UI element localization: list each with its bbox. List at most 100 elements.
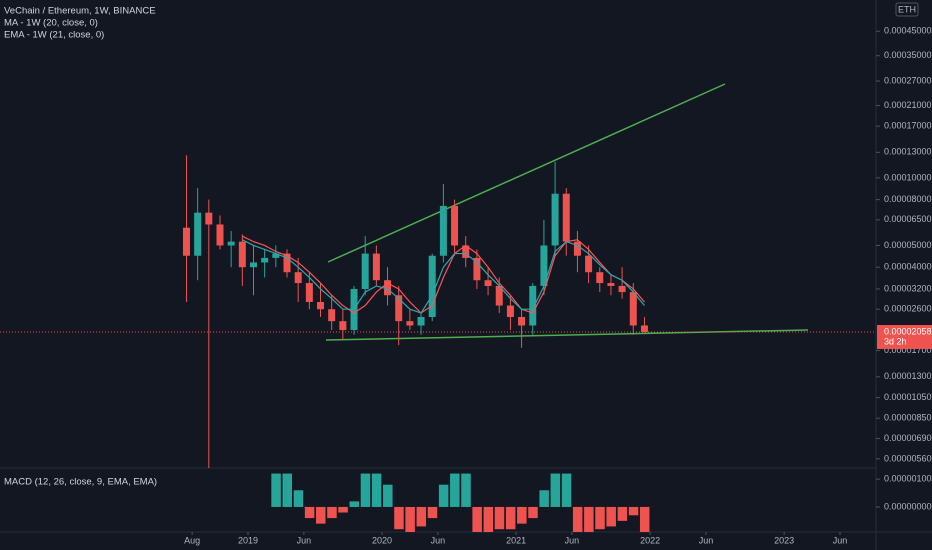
candle-body	[551, 193, 559, 246]
x-tick-label: Aug	[184, 535, 200, 545]
candle-body	[283, 253, 291, 273]
macd-bar	[606, 506, 616, 527]
macd-bar	[271, 473, 281, 507]
macd-bar	[360, 473, 371, 507]
x-tick-label: 2022	[640, 535, 660, 545]
price-box	[877, 324, 932, 349]
candle-body	[361, 253, 369, 289]
macd-bar	[394, 506, 404, 530]
macd-bar	[371, 473, 382, 507]
candle-body	[216, 224, 224, 246]
x-tick-label: 2020	[372, 535, 392, 545]
macd-bar	[383, 484, 393, 507]
candle-body	[227, 241, 235, 246]
y-tick-label: 0.00004000	[884, 262, 932, 272]
candle-body	[428, 255, 436, 318]
candle-body	[439, 205, 447, 256]
currency-box[interactable]	[895, 2, 919, 17]
legend-entry: MA - 1W (20, close, 0)	[4, 18, 98, 29]
candle-body	[238, 241, 246, 268]
macd-bar	[438, 484, 449, 507]
macd-bar	[517, 506, 527, 524]
x-tick-label: Jun	[699, 535, 714, 545]
candle-body	[205, 212, 213, 225]
candle-body	[272, 253, 280, 258]
candle-body	[339, 321, 347, 331]
candle-body	[585, 255, 593, 273]
macd-bar	[450, 473, 460, 507]
macd-bar	[304, 506, 315, 519]
macd-bar	[349, 501, 360, 507]
trend-line[interactable]	[325, 329, 809, 341]
y-tick-label: 0.00027000	[884, 75, 932, 85]
macd-title: MACD (12, 26, close, 9, EMA, EMA)	[4, 477, 157, 488]
macd-bar	[539, 490, 549, 507]
macd-bar	[595, 506, 605, 530]
macd-bar	[316, 506, 326, 524]
candle-body	[417, 317, 425, 326]
candle-body	[540, 245, 548, 286]
candle-body	[484, 280, 492, 286]
indicator-line	[242, 239, 645, 314]
macd-bar	[427, 506, 438, 519]
candle-body	[495, 285, 503, 306]
macd-bar	[461, 473, 471, 507]
candle-body	[182, 227, 190, 256]
y-tick-label: 0.00001700	[884, 345, 932, 355]
y-tick-label: 0.00017000	[884, 121, 932, 131]
trend-line[interactable]	[327, 83, 726, 263]
y-tick-label: 0.00005000	[884, 240, 932, 250]
candle-body	[451, 205, 459, 246]
y-tick-label: 0.00000690	[884, 433, 932, 443]
price-label: 0.00002058	[884, 326, 932, 336]
macd-bar	[494, 506, 505, 530]
candle-body	[473, 257, 481, 281]
y-tick-label: 0.00035000	[884, 50, 932, 60]
macd-bar	[561, 473, 572, 507]
candle-body	[294, 272, 302, 284]
candle-body	[506, 305, 514, 318]
x-tick-label: 2019	[238, 535, 258, 545]
candle-body	[562, 193, 570, 242]
candle-body	[261, 257, 269, 263]
macd-y-tick-label: 0.00000000	[884, 501, 932, 511]
macd-bar	[550, 473, 561, 507]
macd-bar	[639, 506, 650, 532]
candle-body	[573, 241, 581, 256]
y-tick-label: 0.00000850	[884, 413, 932, 423]
macd-bar	[472, 506, 482, 532]
candle-body	[462, 245, 470, 258]
candle-body	[317, 301, 325, 310]
currency: ETH	[898, 4, 916, 14]
candle-body	[328, 309, 336, 322]
candle-body	[640, 325, 648, 332]
candle-body	[406, 321, 414, 326]
y-tick-label: 0.00002600	[884, 304, 932, 314]
y-tick-label: 0.00008000	[884, 194, 932, 204]
macd-bar	[584, 506, 594, 532]
macd-bar	[505, 506, 516, 530]
x-tick-label: Jun	[833, 535, 848, 545]
x-tick-label: Jun	[297, 535, 312, 545]
x-tick-label: 2023	[774, 535, 794, 545]
y-tick-label: 0.00045000	[884, 26, 932, 36]
y-tick-label: 0.00021000	[884, 100, 932, 110]
candle-body	[607, 283, 615, 286]
candle-body	[518, 317, 526, 326]
macd-bar	[282, 473, 293, 507]
macd-bar	[528, 506, 538, 519]
y-tick-label: 0.00010000	[884, 172, 932, 182]
candle-body	[384, 280, 392, 296]
macd-bar	[293, 490, 304, 507]
macd-bar	[483, 506, 494, 532]
macd-bar	[416, 506, 427, 527]
macd-bar	[617, 506, 628, 521]
macd-bar	[405, 506, 415, 532]
candle-body	[305, 283, 313, 302]
macd-bar	[572, 506, 583, 532]
macd-bar	[327, 506, 337, 519]
macd-bar	[338, 506, 348, 513]
chart-title: VeChain / Ethereum, 1W, BINANCE	[4, 6, 156, 17]
legend-entry: EMA - 1W (21, close, 0)	[4, 30, 104, 41]
